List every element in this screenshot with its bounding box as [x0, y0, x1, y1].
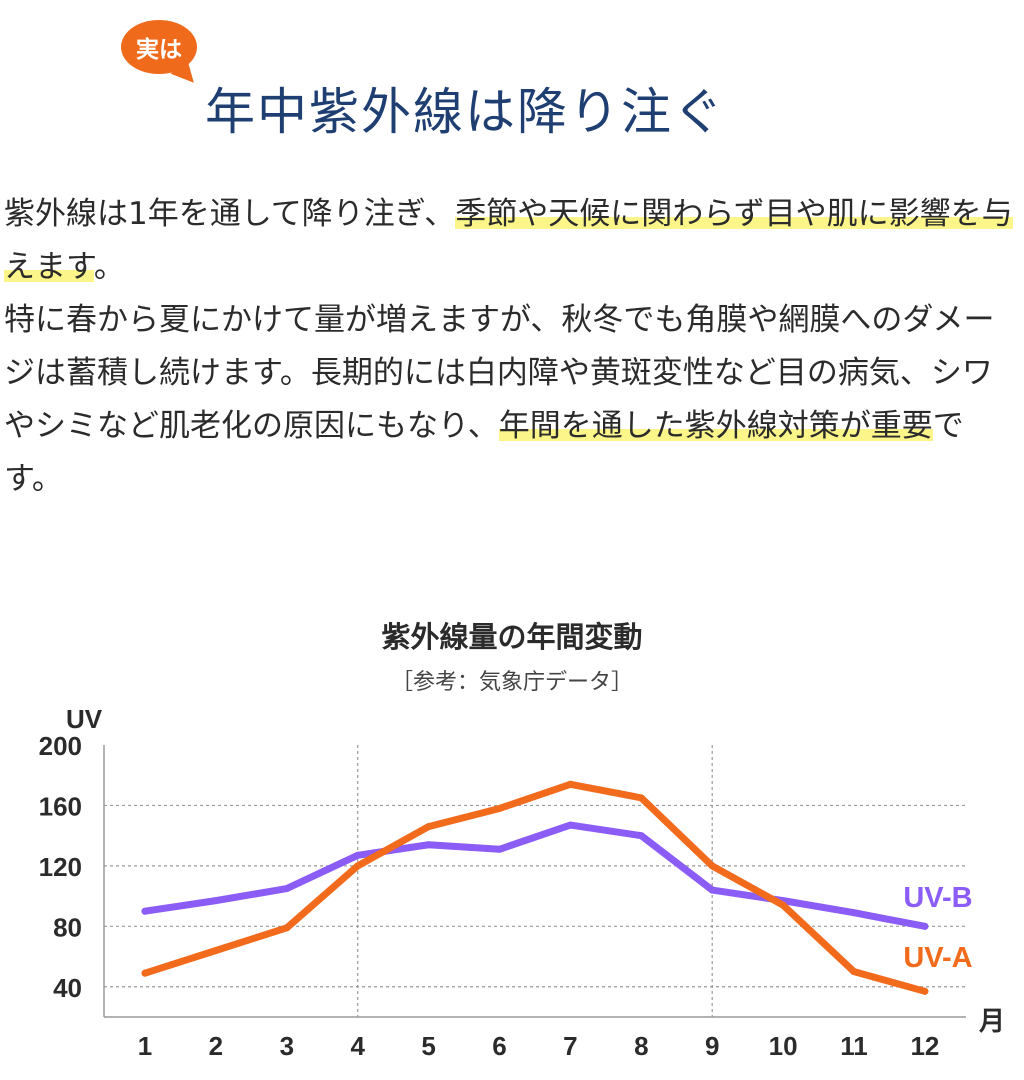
y-tick-label: 160 — [39, 791, 82, 821]
body-text: 紫外線は1年を通して降り注ぎ、季節や天候に関わらず目や肌に影響を与えます。 特に… — [4, 188, 1020, 506]
body-text-segment: 紫外線は1年を通して降り注ぎ、 — [4, 196, 456, 232]
series-line-uv-a — [141, 780, 929, 995]
data-point-uv-b — [921, 922, 929, 930]
series-line-uv-b — [141, 821, 929, 930]
y-tick-label: 120 — [39, 852, 82, 882]
body-text-segment: 特に春から夏にかけて量が増えますが、秋冬でも角膜や網膜へのダメージは蓄積し続けま… — [4, 302, 995, 444]
data-point-uv-a — [779, 901, 787, 909]
x-tick-label: 2 — [209, 1031, 223, 1061]
data-point-uv-b — [425, 841, 433, 849]
data-point-uv-a — [283, 924, 291, 932]
chart-title: 紫外線量の年間変動 — [381, 620, 643, 654]
x-tick-label: 10 — [769, 1031, 798, 1061]
data-point-uv-a — [566, 780, 574, 788]
data-point-uv-a — [637, 794, 645, 802]
y-axis-label: UV — [66, 704, 103, 734]
series-label-uv-a: UV-A — [903, 942, 972, 974]
body-paragraph-1: 紫外線は1年を通して降り注ぎ、季節や天候に関わらず目や肌に影響を与えます。 — [4, 188, 1020, 294]
y-tick-label: 200 — [39, 731, 82, 761]
y-tick-label: 80 — [53, 912, 82, 942]
data-point-uv-a — [708, 862, 716, 870]
data-point-uv-b — [637, 832, 645, 840]
x-tick-label: 11 — [840, 1031, 868, 1061]
highlighted-text: 年間を通した紫外線対策が重要 — [498, 408, 933, 444]
data-point-uv-a — [496, 804, 503, 812]
x-tick-label: 4 — [350, 1031, 365, 1061]
data-point-uv-a — [850, 968, 858, 976]
callout-badge: 実は — [121, 20, 202, 91]
data-point-uv-b — [212, 897, 220, 905]
data-point-uv-a — [354, 862, 362, 870]
body-text-segment: です。 — [4, 408, 964, 497]
x-tick-label: 9 — [705, 1031, 719, 1061]
data-point-uv-b — [283, 885, 291, 893]
data-point-uv-a — [141, 969, 149, 977]
x-tick-label: 8 — [634, 1031, 648, 1061]
y-tick-label: 40 — [53, 973, 82, 1003]
data-point-uv-a — [212, 947, 220, 955]
x-axis-label: 月 — [978, 1006, 1005, 1036]
x-tick-label: 6 — [492, 1031, 506, 1061]
body-text-segment: 。 — [93, 249, 125, 285]
data-point-uv-b — [566, 821, 574, 829]
x-tick-label: 5 — [421, 1031, 435, 1061]
data-point-uv-b — [708, 886, 716, 894]
data-point-uv-b — [141, 907, 149, 915]
data-point-uv-b — [354, 851, 362, 859]
data-point-uv-b — [850, 909, 858, 917]
series-label-uv-b: UV-B — [903, 882, 972, 914]
body-paragraph-2: 特に春から夏にかけて量が増えますが、秋冬でも角膜や網膜へのダメージは蓄積し続けま… — [4, 294, 1020, 506]
x-tick-label: 7 — [563, 1031, 577, 1061]
page-headline: 年中紫外線は降り注ぐ — [205, 83, 725, 141]
data-point-uv-b — [496, 845, 503, 853]
x-tick-label: 12 — [910, 1031, 939, 1061]
x-tick-label: 1 — [138, 1031, 152, 1061]
data-point-uv-a — [921, 987, 929, 995]
x-tick-label: 3 — [280, 1031, 294, 1061]
chart-source: ［参考：気象庁データ］ — [390, 670, 633, 695]
data-point-uv-a — [425, 823, 433, 831]
callout-badge-label: 実は — [121, 20, 197, 74]
